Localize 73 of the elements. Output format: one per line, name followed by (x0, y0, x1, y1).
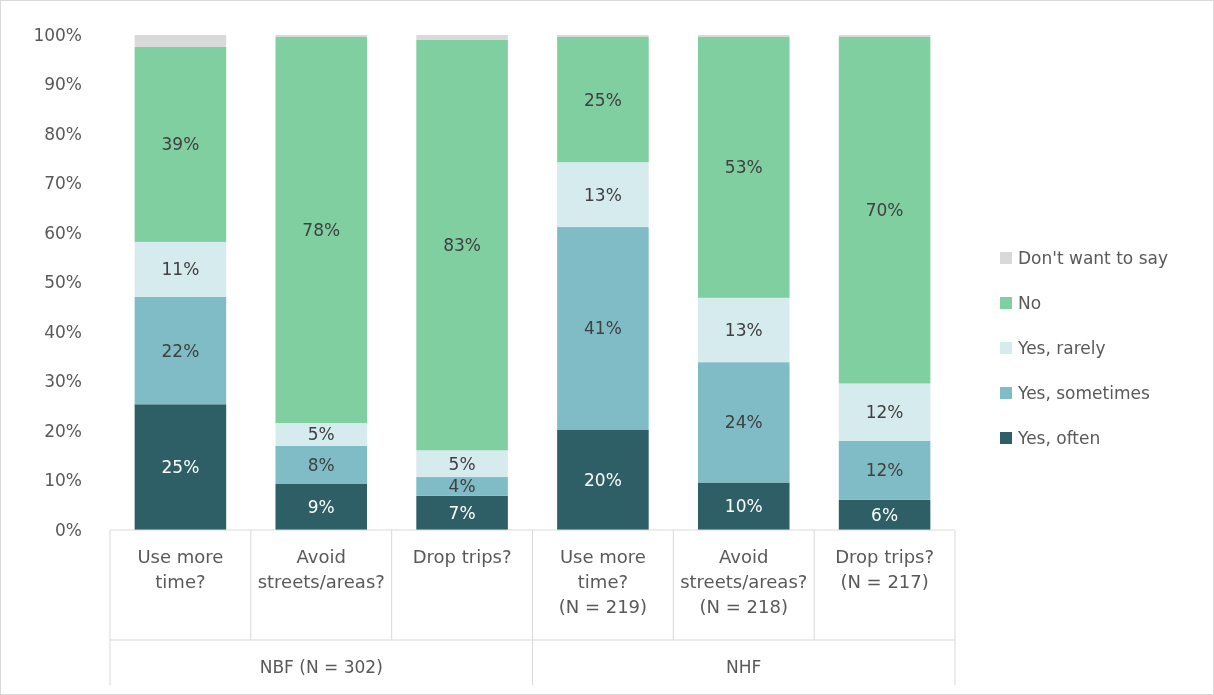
x-tick-label: Avoid streets/areas? (N = 218) (680, 546, 808, 617)
bar (134, 46, 227, 242)
data-label: 39% (161, 134, 200, 155)
legend-label: Yes, rarely (1017, 337, 1106, 358)
data-label: 11% (161, 259, 200, 280)
x-tick-label: Use more time? (137, 546, 224, 592)
bar (697, 482, 790, 530)
data-label: 13% (584, 184, 622, 205)
bar (416, 477, 508, 496)
data-label: 12% (865, 402, 904, 423)
bar (416, 39, 508, 451)
bar (697, 36, 790, 298)
data-label: 10% (724, 496, 763, 517)
text: NBF (N = 302) (259, 656, 383, 677)
y-tick-label: 10% (44, 470, 82, 491)
y-tick-label: 20% (44, 420, 82, 441)
y-tick-label: 100% (33, 24, 82, 45)
bar (557, 36, 649, 163)
y-tick-label: 70% (44, 173, 82, 194)
legend-label: Yes, sometimes (1017, 382, 1150, 403)
data-label: 70% (865, 200, 904, 221)
bar (416, 35, 508, 40)
legend-label: Yes, often (1017, 427, 1101, 448)
bar (275, 445, 368, 484)
y-tick-label: 0% (55, 519, 82, 540)
bar (134, 296, 227, 405)
bar (134, 241, 227, 297)
bar (697, 362, 790, 483)
y-tick-label: 30% (44, 371, 82, 392)
bar (697, 297, 790, 363)
data-label: 78% (302, 219, 341, 240)
data-label: 5% (448, 453, 476, 474)
y-tick-label: 40% (44, 321, 82, 342)
x-tick-label: Drop trips? (N = 217) (835, 546, 935, 592)
bar (416, 450, 508, 478)
x-tick-label: Avoid streets/areas? (257, 546, 385, 592)
data-label: 25% (584, 89, 622, 110)
data-label: 13% (724, 319, 763, 340)
bar (416, 495, 508, 530)
bar (275, 423, 368, 446)
data-label: 9% (307, 496, 335, 517)
y-tick-label: 90% (44, 74, 82, 95)
bar (134, 404, 227, 530)
data-label: 7% (448, 502, 476, 523)
x-tick-label: Drop trips? (412, 546, 512, 567)
y-tick-label: 50% (44, 272, 82, 293)
data-label: 6% (871, 504, 899, 525)
legend-label: Don't want to say (1018, 247, 1168, 268)
y-tick-label: 60% (44, 222, 82, 243)
bar (275, 36, 368, 424)
data-label: 53% (724, 157, 763, 178)
data-label: 83% (443, 235, 481, 256)
bar (557, 227, 649, 431)
bar (557, 430, 649, 530)
legend-label: No (1018, 292, 1042, 313)
data-label: 41% (584, 318, 622, 339)
data-label: 8% (307, 454, 335, 475)
bar (838, 36, 931, 384)
data-label: 12% (865, 460, 904, 481)
data-label: 5% (307, 424, 335, 445)
x-tick-label: Use more time? (N = 219) (558, 546, 648, 617)
bar (838, 383, 931, 441)
y-tick-label: 80% (44, 123, 82, 144)
data-label: 20% (584, 469, 622, 490)
bar (557, 162, 649, 228)
data-label: 4% (448, 476, 476, 497)
data-label: 24% (724, 412, 763, 433)
text: NHF (726, 656, 762, 677)
bar (275, 483, 368, 530)
bar (838, 440, 931, 500)
bar (134, 35, 227, 47)
data-label: 22% (161, 340, 200, 361)
data-label: 25% (161, 457, 200, 478)
